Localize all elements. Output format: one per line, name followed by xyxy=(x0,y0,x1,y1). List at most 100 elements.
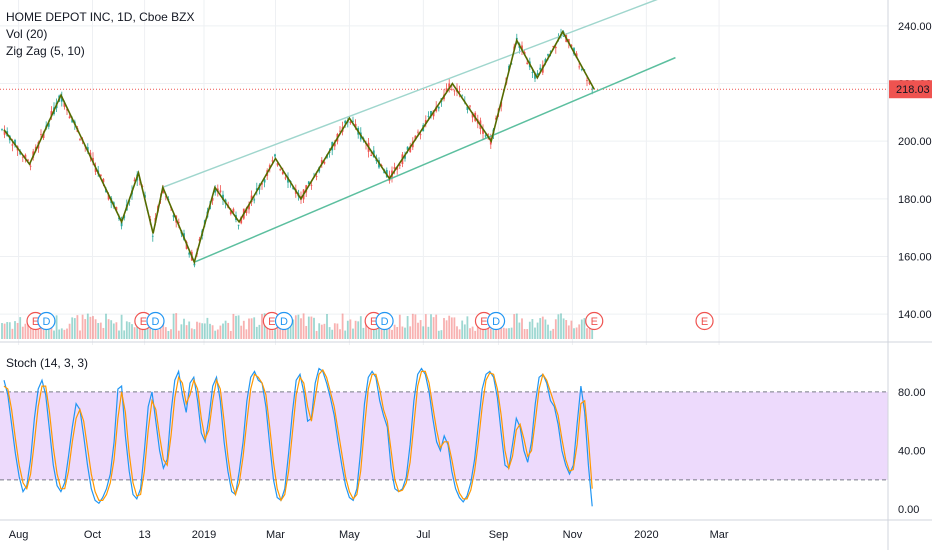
candle-body xyxy=(430,110,432,116)
legend-volume[interactable]: Vol (20) xyxy=(6,27,48,41)
volume-bar xyxy=(115,322,118,339)
candle-body xyxy=(21,156,24,158)
volume-bar xyxy=(120,314,123,339)
volume-bar xyxy=(372,325,375,339)
volume-bar xyxy=(224,320,227,339)
volume-bar xyxy=(445,320,448,339)
candle-body xyxy=(458,91,461,92)
volume-bar xyxy=(55,315,58,339)
volume-bar xyxy=(502,327,505,339)
event-marker-label: D xyxy=(492,316,500,328)
volume-bar xyxy=(437,330,440,339)
volume-bar xyxy=(380,324,383,339)
candle-body xyxy=(450,89,453,91)
volume-bar xyxy=(346,320,349,339)
volume-bar xyxy=(466,316,469,339)
candle-body xyxy=(370,154,373,156)
x-tick-label: Mar xyxy=(710,529,729,541)
volume-bar xyxy=(66,328,68,339)
volume-bar xyxy=(458,329,461,339)
volume-bar xyxy=(289,321,292,339)
stoch-y-tick-label: 0.00 xyxy=(898,504,919,516)
x-tick-label: Mar xyxy=(266,529,285,541)
volume-bar xyxy=(310,316,313,339)
volume-bar xyxy=(313,317,315,339)
candle-body xyxy=(263,179,266,183)
volume-bar xyxy=(489,328,492,339)
trend-channel[interactable] xyxy=(162,0,676,263)
volume-bar xyxy=(443,318,445,339)
candle-body xyxy=(539,67,542,70)
volume-bar xyxy=(198,322,201,339)
volume-bar xyxy=(505,328,508,339)
candle-body xyxy=(268,165,271,168)
candle-body xyxy=(547,54,549,56)
volume-bar xyxy=(149,324,152,339)
stoch-y-tick-label: 80.00 xyxy=(898,387,926,399)
volume-bar xyxy=(297,314,300,339)
legend-symbol[interactable]: HOME DEPOT INC, 1D, Cboe BZX xyxy=(6,10,195,24)
volume-bar xyxy=(81,314,84,339)
volume-bar xyxy=(570,320,573,339)
volume-bar xyxy=(547,324,549,339)
event-marker-label: D xyxy=(280,316,288,328)
volume-bar xyxy=(180,324,183,339)
legend-zigzag[interactable]: Zig Zag (5, 10) xyxy=(6,44,85,58)
stoch-y-tick-label: 40.00 xyxy=(898,446,926,458)
candle-body xyxy=(281,171,284,175)
volume-bar xyxy=(414,314,417,339)
volume-bar xyxy=(167,330,170,339)
volume-bar xyxy=(219,325,222,339)
volume-bar xyxy=(307,316,310,339)
volume-bar xyxy=(157,330,159,339)
volume-bar xyxy=(242,320,245,339)
volume-bar xyxy=(557,314,560,339)
volume-bar xyxy=(534,327,536,339)
candle-body xyxy=(86,147,89,152)
volume-bar xyxy=(367,327,370,339)
volume-bar xyxy=(588,328,591,339)
x-tick-label: Sep xyxy=(489,529,509,541)
legend-stoch[interactable]: Stoch (14, 3, 3) xyxy=(6,356,89,370)
candle-body xyxy=(60,96,63,102)
candle-body xyxy=(544,59,547,63)
volume-bar xyxy=(536,322,539,339)
volume-bar xyxy=(435,314,438,339)
volume-bar xyxy=(474,330,477,339)
candle-body xyxy=(3,130,6,135)
candle-body xyxy=(461,95,464,97)
candle-body xyxy=(276,163,279,166)
volume-bar xyxy=(359,316,362,339)
volume-bar xyxy=(183,318,185,339)
candle-body xyxy=(133,179,136,182)
volume-bar xyxy=(125,321,128,339)
volume-bar xyxy=(63,329,66,339)
volume-bar xyxy=(456,326,458,339)
volume-bar xyxy=(419,320,422,339)
volume-bar xyxy=(409,326,412,339)
volume-bar xyxy=(331,329,334,339)
volume-bar xyxy=(302,313,305,339)
candle-body xyxy=(437,106,440,109)
volume-bar xyxy=(79,330,81,339)
volume-bar xyxy=(34,326,37,339)
candle-body xyxy=(214,187,217,193)
candle-body xyxy=(50,111,53,117)
volume-bar xyxy=(47,329,50,339)
zigzag-indicator xyxy=(3,30,595,265)
volume-bar xyxy=(391,329,393,339)
volume-bar xyxy=(258,324,261,339)
channel-upper-line xyxy=(162,0,658,188)
volume-bar xyxy=(492,327,495,339)
volume-bar xyxy=(128,322,131,339)
last-price-label: 218.03 xyxy=(896,84,930,96)
volume-bar xyxy=(518,322,521,339)
volume-bar xyxy=(573,328,575,339)
volume-bar xyxy=(232,313,235,339)
volume-bar xyxy=(136,326,139,339)
candle-body xyxy=(229,211,232,215)
y-tick-label: 180.00 xyxy=(898,194,932,206)
candle-body xyxy=(549,51,552,53)
